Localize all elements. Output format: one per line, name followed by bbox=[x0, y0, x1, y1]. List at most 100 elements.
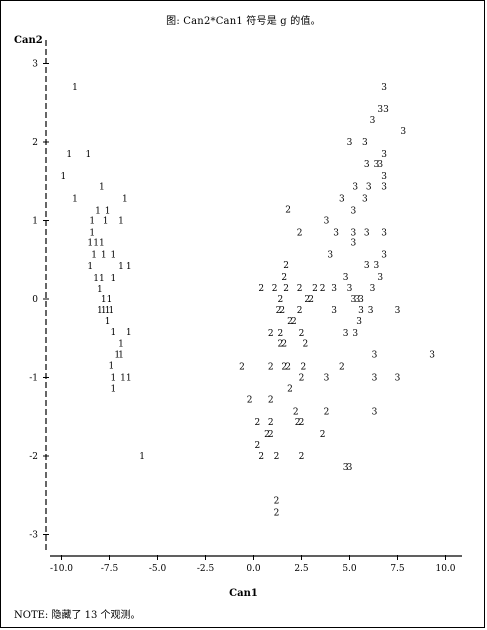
x-tick-label: 0.0 bbox=[246, 564, 261, 574]
data-point-group-1: 1 bbox=[99, 183, 105, 193]
y-tick-label: -1 bbox=[29, 374, 38, 384]
data-point-group-3: 3 bbox=[381, 83, 387, 93]
data-point-group-3: 3 bbox=[364, 160, 370, 170]
data-point-group-1: 1 bbox=[110, 274, 116, 284]
data-point-group-1: 1 bbox=[105, 206, 111, 216]
data-point-group-1: 1 bbox=[139, 452, 145, 462]
data-point-group-2: 2 bbox=[268, 329, 274, 339]
data-point-group-1: 1 bbox=[109, 362, 115, 372]
data-point-group-3: 3 bbox=[370, 116, 376, 126]
data-point-group-2: 2 bbox=[279, 306, 285, 316]
data-point-group-3: 3 bbox=[377, 160, 383, 170]
data-point-group-3: 3 bbox=[381, 183, 387, 193]
x-tick-label: -2.5 bbox=[197, 564, 215, 574]
x-axis-label: Can1 bbox=[229, 588, 258, 599]
data-point-group-1: 1 bbox=[99, 238, 105, 248]
data-point-group-3: 3 bbox=[356, 317, 362, 327]
data-point-group-2: 2 bbox=[293, 407, 299, 417]
data-point-group-3: 3 bbox=[372, 351, 378, 361]
data-point-group-3: 3 bbox=[377, 105, 383, 115]
data-point-group-3: 3 bbox=[324, 217, 330, 227]
data-point-group-1: 1 bbox=[93, 274, 99, 284]
data-point-group-2: 2 bbox=[285, 363, 291, 373]
data-point-group-1: 1 bbox=[110, 384, 116, 394]
y-tick-label: -2 bbox=[29, 452, 38, 462]
data-point-group-3: 3 bbox=[347, 138, 353, 148]
data-point-group-1: 1 bbox=[95, 206, 101, 216]
data-point-group-2: 2 bbox=[278, 340, 284, 350]
data-point-group-3: 3 bbox=[352, 329, 358, 339]
data-point-group-3: 3 bbox=[352, 183, 358, 193]
data-point-group-1: 1 bbox=[97, 306, 103, 316]
data-point-group-3: 3 bbox=[339, 195, 345, 205]
data-point-group-1: 1 bbox=[87, 262, 93, 272]
data-point-group-3: 3 bbox=[381, 172, 387, 182]
data-point-group-2: 2 bbox=[304, 295, 310, 305]
data-point-group-1: 1 bbox=[118, 351, 124, 361]
data-point-group-3: 3 bbox=[350, 228, 356, 238]
data-point-group-1: 1 bbox=[72, 195, 78, 205]
data-point-group-2: 2 bbox=[268, 363, 274, 373]
data-point-group-3: 3 bbox=[327, 250, 333, 260]
data-point-group-2: 2 bbox=[297, 228, 303, 238]
data-point-group-2: 2 bbox=[287, 384, 293, 394]
data-point-group-1: 1 bbox=[110, 250, 116, 260]
data-point-group-2: 2 bbox=[291, 317, 297, 327]
data-point-group-1: 1 bbox=[87, 238, 93, 248]
data-point-group-3: 3 bbox=[343, 273, 349, 283]
data-point-group-1: 1 bbox=[101, 306, 107, 316]
data-point-group-3: 3 bbox=[368, 306, 374, 316]
data-point-group-2: 2 bbox=[258, 284, 264, 294]
data-point-group-3: 3 bbox=[364, 228, 370, 238]
data-point-group-3: 3 bbox=[347, 284, 353, 294]
data-point-group-1: 1 bbox=[114, 351, 120, 361]
data-point-group-2: 2 bbox=[301, 363, 307, 373]
data-point-group-2: 2 bbox=[287, 317, 293, 327]
data-point-group-2: 2 bbox=[299, 452, 305, 462]
data-point-group-2: 2 bbox=[299, 418, 305, 428]
data-point-group-1: 1 bbox=[61, 172, 67, 182]
data-point-group-3: 3 bbox=[350, 295, 356, 305]
data-point-group-3: 3 bbox=[350, 206, 356, 216]
data-point-group-2: 2 bbox=[285, 206, 291, 216]
data-point-group-3: 3 bbox=[343, 463, 349, 473]
data-point-group-2: 2 bbox=[278, 329, 284, 339]
data-point-group-3: 3 bbox=[331, 306, 337, 316]
data-point-group-1: 1 bbox=[89, 217, 95, 227]
data-point-group-3: 3 bbox=[381, 150, 387, 160]
data-point-group-3: 3 bbox=[370, 284, 376, 294]
data-point-group-2: 2 bbox=[308, 295, 314, 305]
data-point-group-1: 1 bbox=[66, 150, 72, 160]
data-point-group-2: 2 bbox=[254, 441, 260, 451]
data-point-group-3: 3 bbox=[354, 295, 360, 305]
data-point-group-2: 2 bbox=[264, 430, 270, 440]
data-point-group-1: 1 bbox=[126, 374, 132, 384]
data-point-group-1: 1 bbox=[126, 262, 132, 272]
data-point-group-3: 3 bbox=[395, 374, 401, 384]
data-point-group-1: 1 bbox=[105, 306, 111, 316]
y-tick-label: 0 bbox=[32, 295, 38, 305]
y-axis-label: Can2 bbox=[14, 35, 43, 46]
data-point-group-3: 3 bbox=[364, 261, 370, 271]
data-point-group-3: 3 bbox=[343, 329, 349, 339]
data-point-group-2: 2 bbox=[258, 452, 264, 462]
data-point-group-3: 3 bbox=[372, 374, 378, 384]
data-point-group-3: 3 bbox=[362, 138, 368, 148]
data-point-group-1: 1 bbox=[101, 295, 107, 305]
y-tick-label: 1 bbox=[32, 217, 38, 227]
data-point-group-3: 3 bbox=[381, 250, 387, 260]
data-point-group-3: 3 bbox=[358, 295, 364, 305]
data-point-group-2: 2 bbox=[274, 497, 280, 507]
data-point-group-1: 1 bbox=[101, 250, 107, 260]
data-point-group-1: 1 bbox=[107, 295, 113, 305]
data-point-group-2: 2 bbox=[324, 407, 330, 417]
x-tick-label: -7.5 bbox=[101, 564, 119, 574]
x-tick-label: 5.0 bbox=[342, 564, 357, 574]
y-tick-label: -3 bbox=[29, 531, 38, 541]
data-point-group-3: 3 bbox=[400, 127, 406, 137]
data-point-group-3: 3 bbox=[374, 261, 380, 271]
data-point-group-2: 2 bbox=[272, 284, 278, 294]
data-point-group-2: 2 bbox=[297, 306, 303, 316]
